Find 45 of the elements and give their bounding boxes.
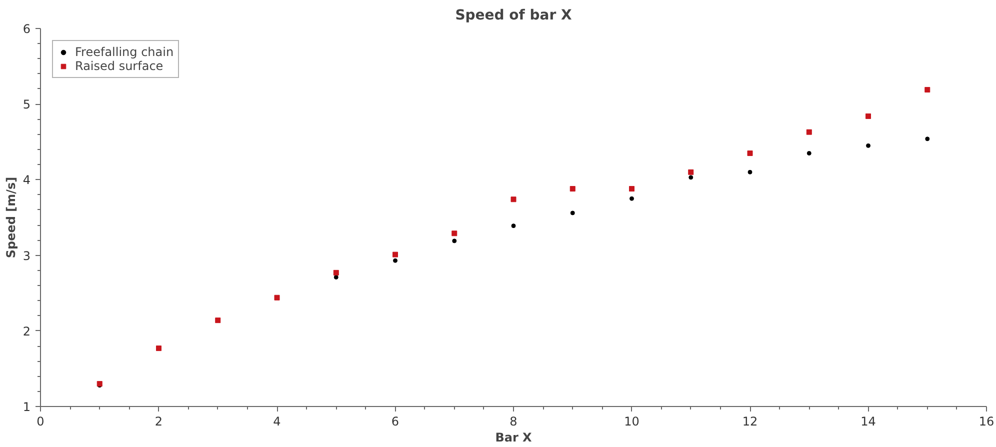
x-tick-label: 16 (978, 414, 994, 428)
y-tick-label: 6 (22, 22, 31, 36)
point (866, 113, 871, 119)
y-tick-label: 5 (22, 98, 31, 112)
point (333, 270, 339, 276)
point (570, 186, 576, 192)
point (924, 86, 930, 92)
point (806, 129, 812, 135)
point (393, 258, 398, 263)
point (747, 150, 753, 156)
x-tick-label: 10 (624, 414, 640, 428)
x-tick-label: 12 (742, 414, 758, 428)
x-axis-title: Bar X (495, 430, 533, 444)
point (156, 346, 162, 352)
point (392, 252, 398, 258)
point (925, 136, 930, 142)
legend-label: Raised surface (75, 59, 164, 73)
x-tick-label: 14 (860, 414, 876, 428)
y-tick-label: 4 (22, 173, 31, 188)
x-tick-label: 6 (391, 414, 400, 428)
point (688, 175, 694, 180)
point (806, 150, 812, 156)
point (570, 210, 575, 216)
chart-title: Speed of bar X (455, 8, 572, 24)
point (215, 318, 221, 324)
legend-label: Freefalling chain (75, 45, 174, 59)
x-tick-label: 0 (36, 414, 44, 428)
point (688, 169, 694, 175)
y-tick-label: 1 (22, 400, 31, 414)
y-tick-label: 2 (22, 324, 31, 338)
point (629, 186, 634, 192)
point (748, 170, 752, 174)
y-axis-title: Speed [m/s] (4, 176, 18, 258)
x-tick-label: 4 (273, 414, 281, 428)
point (452, 238, 457, 244)
point (274, 294, 280, 300)
point (452, 230, 458, 236)
x-tick-label: 2 (154, 414, 163, 428)
point (866, 143, 870, 148)
y-tick-label: 3 (22, 248, 31, 263)
x-tick-label: 8 (510, 414, 518, 428)
point (334, 274, 338, 280)
point (630, 196, 634, 201)
point (511, 224, 516, 228)
point (510, 196, 516, 202)
